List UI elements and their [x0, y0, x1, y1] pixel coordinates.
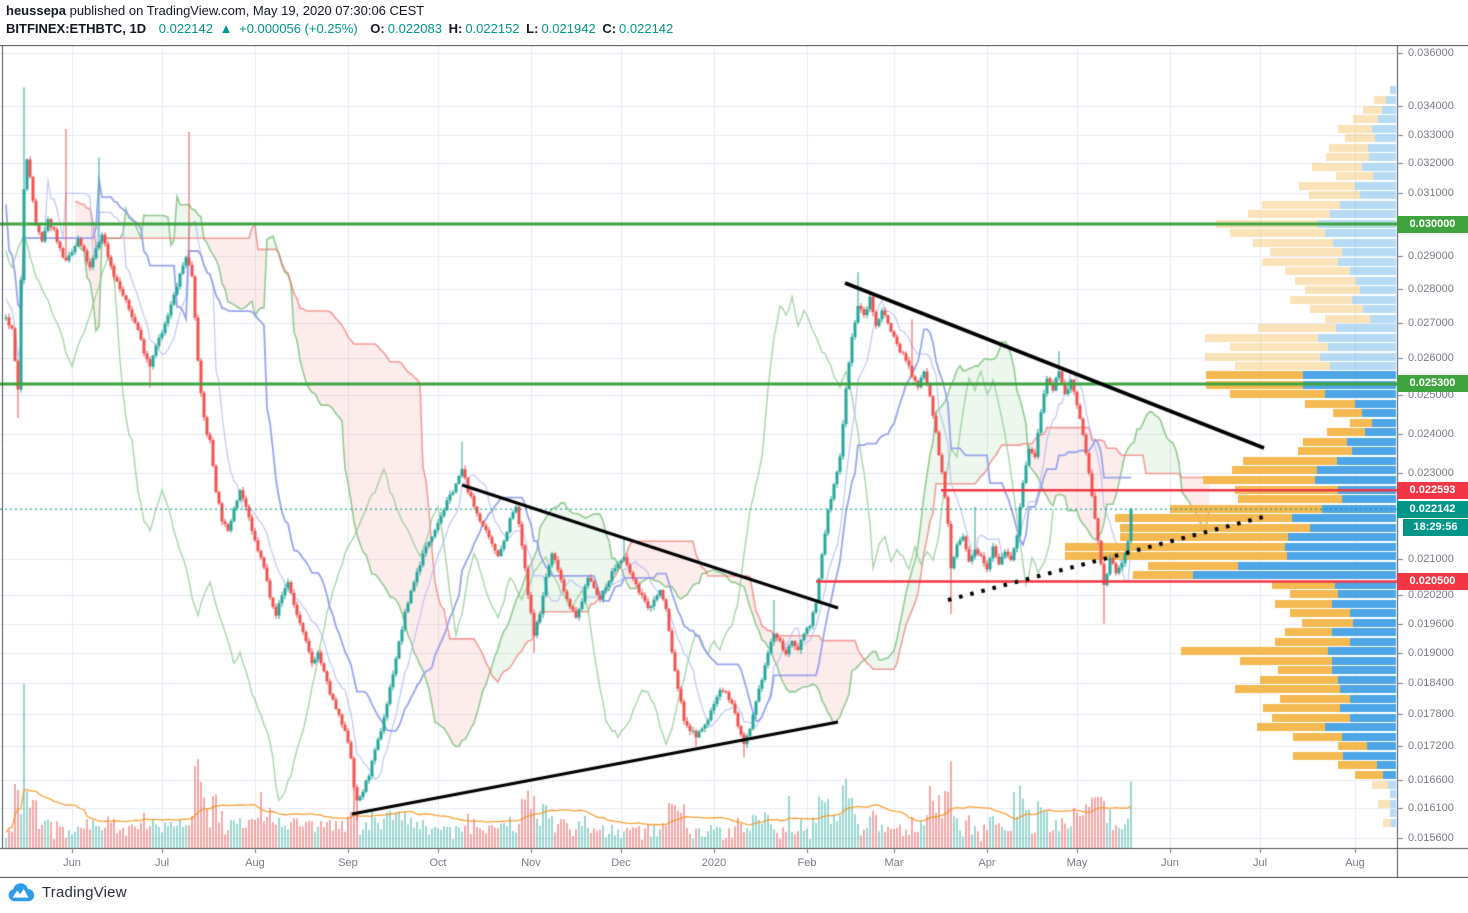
- price-tick-label: 0.017200: [1408, 740, 1454, 753]
- price-chart-canvas[interactable]: [0, 45, 1468, 878]
- chart-header: heussepa published on TradingView.com, M…: [6, 2, 676, 38]
- bar-countdown-tag: 18:29:56: [1403, 518, 1468, 536]
- price-tick-label: 0.015600: [1408, 832, 1454, 844]
- time-axis-label[interactable]: Oct: [429, 857, 447, 869]
- byline-text: published on TradingView.com, May 19, 20…: [65, 3, 425, 18]
- time-axis-label[interactable]: Jul: [1252, 857, 1268, 869]
- price-level-tag: 0.020500: [1397, 573, 1468, 591]
- price-tick-label: 0.023000: [1408, 467, 1454, 480]
- low-value: 0.021942: [541, 21, 596, 36]
- time-axis-label[interactable]: Jun: [1161, 857, 1179, 869]
- price-tick-label: 0.028000: [1408, 282, 1454, 295]
- time-axis-label[interactable]: Sep: [338, 857, 358, 869]
- time-axis-label[interactable]: May: [1066, 857, 1088, 869]
- tradingview-logo[interactable]: TradingView: [8, 883, 127, 902]
- price-level-tag: 0.022142: [1397, 500, 1468, 518]
- price-tick-label: 0.020200: [1408, 589, 1454, 602]
- time-axis-label[interactable]: Apr: [978, 857, 996, 869]
- price-tick-label: 0.033000: [1408, 128, 1454, 141]
- symbol-info-bar: BITFINEX:ETHBTC, 1D 0.022142 ▲ +0.000056…: [6, 20, 676, 38]
- price-tick-label: 0.036000: [1408, 46, 1454, 59]
- open-label: O:: [370, 21, 385, 36]
- publish-byline: heussepa published on TradingView.com, M…: [6, 2, 676, 20]
- chart-area[interactable]: 0.036000 0.034000 0.033000 0.032000 0.031000…: [0, 45, 1468, 878]
- time-axis-label[interactable]: 2020: [701, 857, 727, 869]
- high-value: 0.022152: [465, 21, 520, 36]
- price-tick-label: 0.019000: [1408, 646, 1454, 659]
- price-tick-label: 0.016100: [1408, 802, 1454, 815]
- time-axis-label[interactable]: Dec: [611, 857, 631, 869]
- close-label: C:: [602, 21, 617, 36]
- price-level-tag: 0.030000: [1397, 215, 1468, 233]
- up-arrow-icon: ▲: [219, 21, 233, 36]
- time-axis-label[interactable]: Aug: [1345, 857, 1365, 869]
- price-tick-label: 0.026000: [1408, 352, 1454, 365]
- price-tick-label: 0.029000: [1408, 249, 1454, 262]
- tradingview-logo-icon: [8, 883, 35, 902]
- author-name: heussepa: [6, 3, 66, 18]
- price-tick-label: 0.021000: [1408, 552, 1454, 565]
- tradingview-logo-text: TradingView: [42, 884, 127, 901]
- time-axis-label[interactable]: Mar: [884, 857, 904, 869]
- price-tick-label: 0.018400: [1408, 676, 1454, 689]
- price-tick-label: 0.034000: [1408, 100, 1454, 113]
- close-value: 0.022142: [619, 21, 674, 36]
- time-axis-label[interactable]: Jun: [63, 857, 81, 869]
- price-tick-label: 0.031000: [1408, 187, 1454, 200]
- symbol-title[interactable]: BITFINEX:ETHBTC, 1D: [6, 21, 147, 36]
- last-price: 0.022142: [158, 21, 213, 36]
- price-tick-label: 0.027000: [1408, 316, 1454, 329]
- price-tick-label: 0.024000: [1408, 427, 1454, 440]
- price-tick-label: 0.032000: [1408, 157, 1454, 170]
- price-tick-label: 0.016600: [1408, 773, 1454, 786]
- time-axis-label[interactable]: Feb: [797, 857, 817, 869]
- open-value: 0.022083: [387, 21, 442, 36]
- low-label: L:: [526, 21, 539, 36]
- price-level-tag: 0.025300: [1397, 375, 1468, 393]
- time-axis-label[interactable]: Aug: [245, 857, 265, 869]
- time-axis-label[interactable]: Jul: [154, 857, 170, 869]
- high-label: H:: [448, 21, 463, 36]
- time-axis-label[interactable]: Nov: [521, 857, 541, 869]
- price-tick-label: 0.019600: [1408, 617, 1454, 630]
- price-change: +0.000056 (+0.25%): [239, 21, 358, 36]
- price-level-tag: 0.022593: [1397, 481, 1468, 499]
- price-tick-label: 0.017800: [1408, 708, 1454, 721]
